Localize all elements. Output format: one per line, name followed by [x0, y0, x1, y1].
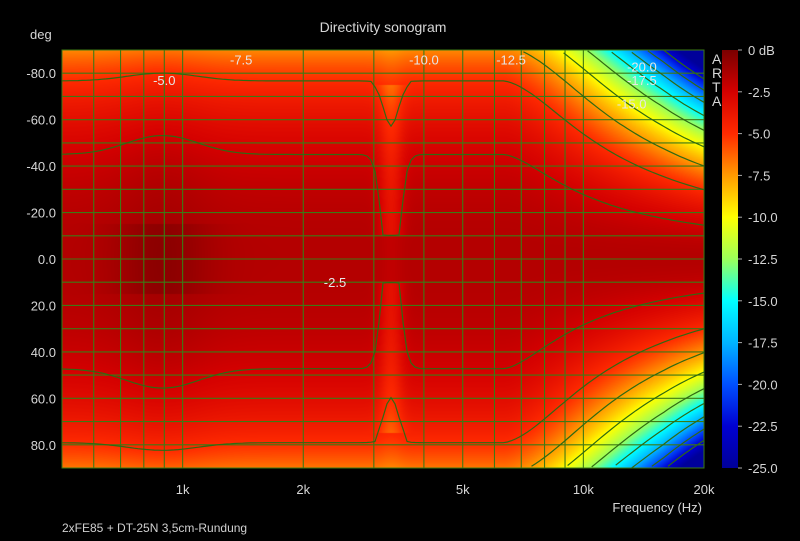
contour-line [62, 328, 705, 451]
colorbar-tick-labels: 0 dB -2.5 -5.0 -7.5 -10.0 -12.5 -15.0 -17.5 -20.… [738, 43, 778, 476]
grid-lines [61, 49, 705, 469]
colorbar-tick-label: -15.0 [748, 294, 778, 309]
contour-line [531, 352, 705, 467]
contour-lines [61, 49, 705, 469]
y-tick-label: -40.0 [26, 159, 56, 174]
contour-label: -7.5 [230, 52, 252, 67]
y-tick-label: -60.0 [26, 113, 56, 128]
contour-line [611, 51, 705, 117]
colorbar-tick-label: -22.5 [748, 419, 778, 434]
colorbar-tick-label: -20.0 [748, 377, 778, 392]
contour-line [615, 402, 705, 466]
y-tick-label: 80.0 [31, 438, 56, 453]
x-tick-label: 1k [176, 482, 190, 497]
y-tick-labels: -80.0 -60.0 -40.0 -20.0 0.0 20.0 40.0 60.0 80.0 [26, 66, 56, 453]
colorbar-tick-label: -12.5 [748, 252, 778, 267]
x-tick-labels: 1k 2k 5k 10k 20k [176, 482, 715, 497]
contour-label: -2.5 [324, 275, 346, 290]
contour-labels: -5.0 -7.5 -10.0 -12.5 -20.0-17.5 -15.0 -2.5 [153, 52, 657, 290]
contour-line [663, 49, 705, 80]
contour-label: -15.0 [617, 96, 647, 111]
contour-line [667, 439, 705, 467]
colorbar-tick-label: -5.0 [748, 127, 770, 142]
footer-caption: 2xFE85 + DT-25N 3,5cm-Rundung [62, 521, 248, 535]
contour-line [61, 134, 705, 237]
contour-label: -5.0 [153, 73, 175, 88]
colorbar [722, 50, 738, 468]
y-tick-label: 20.0 [31, 298, 56, 313]
y-tick-label: 0.0 [38, 252, 56, 267]
y-tick-label: 40.0 [31, 345, 56, 360]
contour-line [631, 416, 705, 469]
y-tick-label: -80.0 [26, 66, 56, 81]
y-tick-label: 60.0 [31, 391, 56, 406]
contour-line [567, 371, 705, 466]
contour-label: -10.0 [409, 52, 439, 67]
contour-line [62, 72, 705, 191]
colorbar-tick-label: -2.5 [748, 85, 770, 100]
contour-line [523, 51, 705, 167]
contour-line [61, 281, 705, 389]
contour-line [563, 52, 705, 148]
plot-frame [61, 49, 705, 469]
x-axis-label: Frequency (Hz) [612, 500, 702, 515]
colorbar-tick-label: -10.0 [748, 210, 778, 225]
y-axis-label: deg [30, 27, 52, 42]
colorbar-tick-label: -7.5 [748, 168, 770, 183]
contour-line [591, 388, 705, 468]
x-tick-label: 2k [296, 482, 310, 497]
contour-line [647, 50, 705, 91]
colorbar-tick-label: -25.0 [748, 461, 778, 476]
contour-label: -17.5 [627, 73, 657, 88]
colorbar-tick-label: 0 dB [748, 43, 775, 58]
contour-label: -12.5 [496, 52, 526, 67]
x-tick-label: 10k [573, 482, 594, 497]
y-tick-label: -20.0 [26, 206, 56, 221]
contour-line [651, 428, 705, 467]
x-tick-label: 5k [456, 482, 470, 497]
chart-title: Directivity sonogram [320, 19, 447, 35]
contour-line [631, 51, 705, 103]
x-tick-label: 20k [694, 482, 715, 497]
colorbar-tick-label: -17.5 [748, 336, 778, 351]
contour-label: -20.0 [627, 59, 657, 74]
contour-line [587, 50, 705, 131]
